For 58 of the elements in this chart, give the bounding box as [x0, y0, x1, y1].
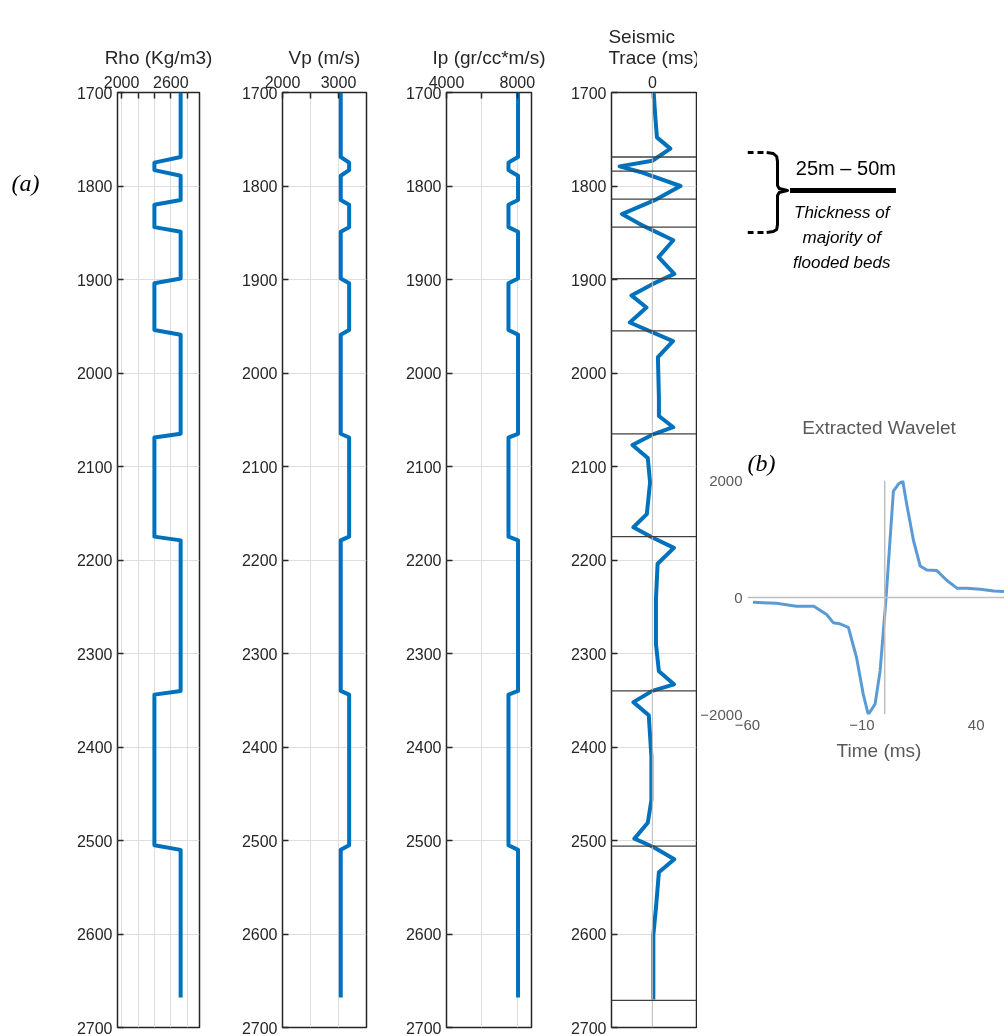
y-tick-label: 1900 [570, 271, 607, 289]
chart-title: Extracted Wavelet [802, 416, 957, 438]
y-tick-label: 2300 [241, 645, 278, 663]
y-tick-label: 2100 [405, 458, 442, 476]
y-tick-label: 1900 [76, 271, 113, 289]
y-tick-label: 2000 [241, 365, 278, 382]
y-tick-label: 2100 [76, 458, 113, 476]
y-tick-label: 2000 [709, 471, 743, 489]
x-tick-label: −10 [849, 715, 875, 733]
y-tick-label: 1800 [76, 178, 113, 195]
x-tick-label: 2600 [153, 73, 189, 91]
y-tick-label: 2600 [241, 926, 278, 943]
y-tick-label: 2600 [405, 926, 442, 943]
y-tick-label: 2500 [570, 832, 607, 850]
y-tick-label: 2700 [76, 1019, 113, 1036]
y-tick-label: 2400 [76, 739, 113, 756]
text: (b) [747, 449, 776, 476]
y-tick-label: 2000 [76, 365, 113, 382]
y-tick-label: 2200 [76, 552, 113, 569]
y-tick-label: 1900 [405, 271, 442, 289]
y-tick-label: 2400 [405, 739, 442, 756]
x-tick-label: 8000 [499, 73, 536, 91]
y-tick-label: 1800 [405, 178, 442, 195]
y-tick-label: 2700 [241, 1019, 278, 1036]
y-tick-label: 1700 [570, 84, 607, 102]
chart-title: Vp (m/s) [288, 46, 361, 68]
y-tick-label: 2400 [241, 739, 278, 756]
y-tick-label: 2700 [405, 1019, 442, 1036]
text: 0 [647, 73, 657, 91]
y-tick-label: 0 [734, 588, 743, 606]
y-tick-label: 2200 [405, 552, 442, 569]
y-tick-label: 1900 [241, 271, 278, 289]
y-tick-label: 2200 [241, 552, 278, 569]
chart-title: Ip (gr/cc*m/s) [432, 46, 546, 68]
y-tick-label: 1800 [241, 178, 278, 195]
y-tick-label: 2100 [570, 458, 607, 476]
y-tick-label: 2500 [241, 832, 278, 850]
text: Thickness of majority of flooded beds [793, 203, 892, 272]
y-tick-label: 2000 [570, 365, 607, 382]
y-tick-label: 2500 [76, 832, 113, 850]
y-tick-label: 2700 [570, 1019, 607, 1036]
x-axis-title: Time (ms) [836, 739, 922, 761]
y-tick-label: 2400 [570, 739, 607, 756]
y-tick-label: 2300 [405, 645, 442, 663]
y-tick-label: 2500 [405, 832, 442, 850]
y-tick-label: 2300 [76, 645, 113, 663]
y-tick-label: 2600 [570, 926, 607, 943]
y-tick-label: 2100 [241, 458, 278, 476]
y-tick-label: 2300 [570, 645, 607, 663]
x-tick-label: 40 [967, 715, 985, 733]
y-tick-label: 2600 [76, 926, 113, 943]
x-tick-label: 3000 [320, 73, 357, 91]
y-tick-label: 2000 [405, 365, 442, 382]
y-tick-label: 2200 [570, 552, 607, 569]
text: 25m – 50m [795, 156, 896, 179]
chart-title: Rho (Kg/m3) [104, 46, 213, 68]
text: (a) [11, 169, 40, 196]
y-tick-label: 1800 [570, 178, 607, 195]
